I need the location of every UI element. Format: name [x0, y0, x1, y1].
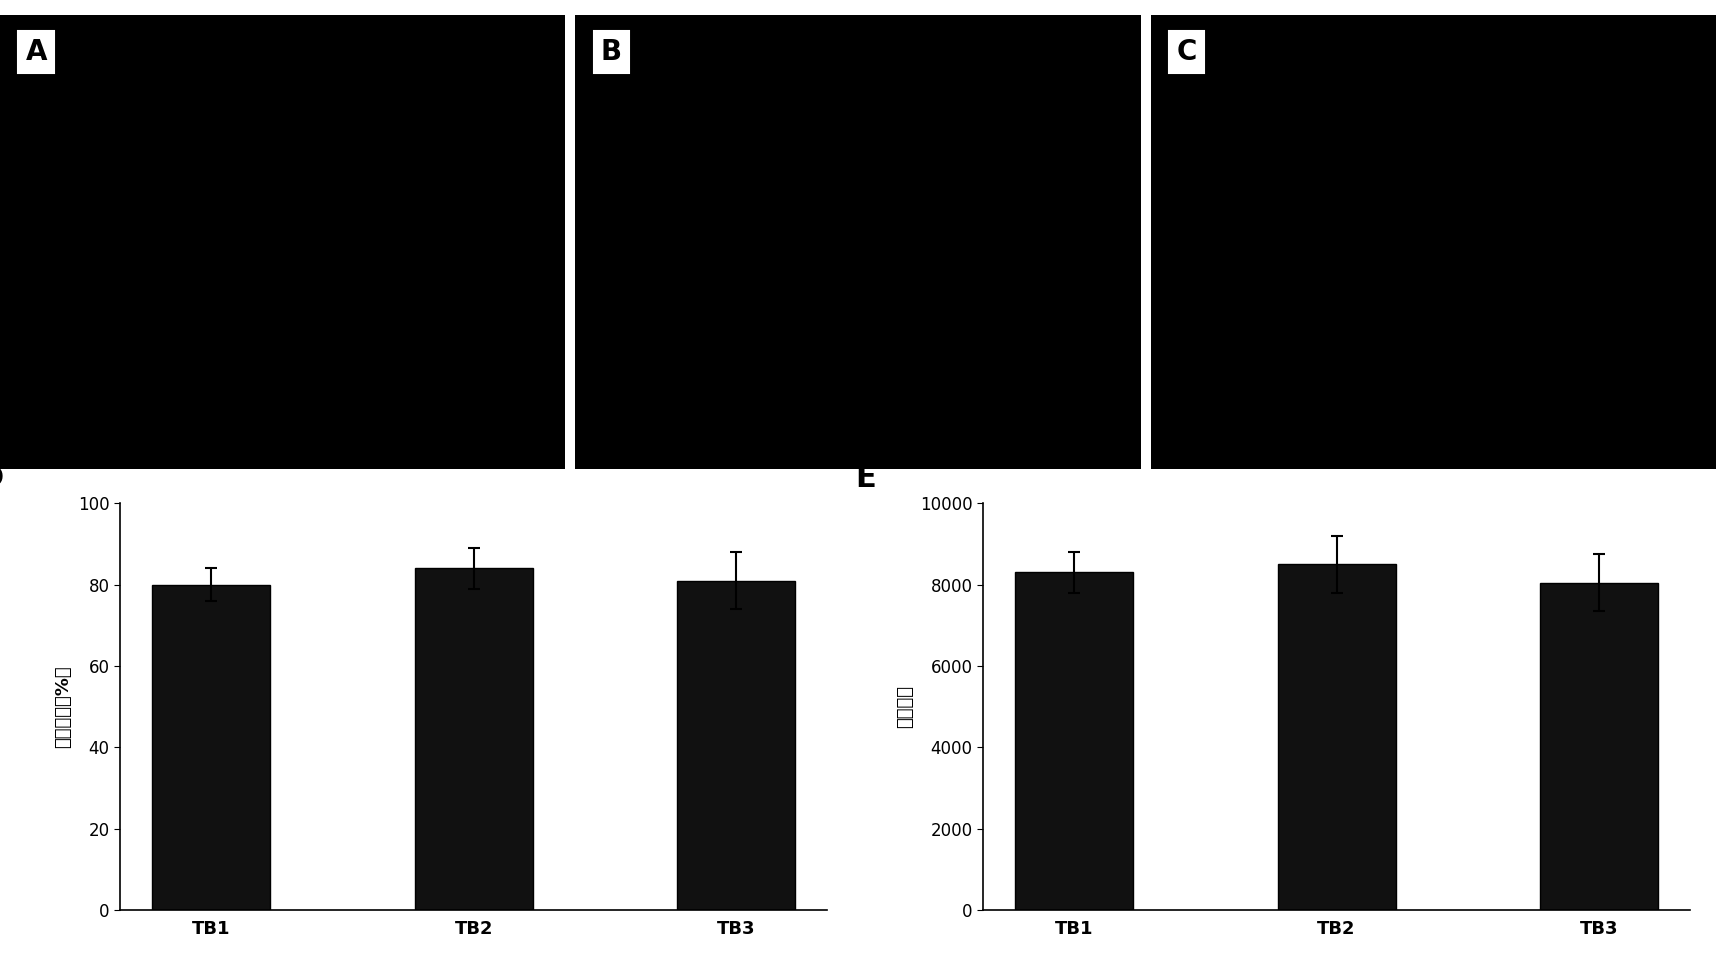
Bar [415, 568, 532, 910]
Text: E: E [856, 464, 877, 493]
Text: B: B [601, 38, 621, 66]
Bar [678, 581, 795, 910]
Bar [1539, 583, 1658, 910]
Y-axis label: 细胞活力（%）: 细胞活力（%） [55, 665, 72, 748]
Text: D: D [0, 464, 3, 493]
Text: C: C [1175, 38, 1196, 66]
Text: A: A [26, 38, 46, 66]
Bar [153, 585, 271, 910]
Bar [1016, 572, 1133, 910]
Bar [1278, 564, 1395, 910]
Y-axis label: 荆光强度: 荆光强度 [896, 685, 915, 728]
